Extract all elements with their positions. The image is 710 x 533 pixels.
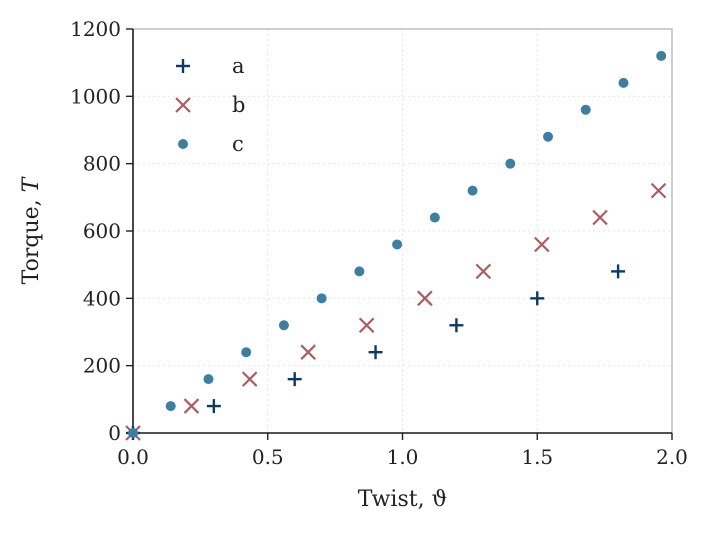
point-series-c xyxy=(241,347,252,358)
x-axis-ticks: 0.0 0.5 1.0 1.5 2.0 xyxy=(117,433,688,469)
legend-marker-a xyxy=(176,59,190,73)
x-tick-label: 1.0 xyxy=(387,445,419,469)
y-axis-label: Torque, T xyxy=(19,175,44,284)
point-series-c xyxy=(316,293,327,304)
point-series-c xyxy=(505,158,516,169)
y-tick-label: 200 xyxy=(83,354,121,378)
point-series-a xyxy=(287,372,302,387)
y-tick-label: 1000 xyxy=(70,84,121,108)
y-tick-label: 800 xyxy=(83,152,121,176)
y-tick-label: 400 xyxy=(83,286,121,310)
legend: abc xyxy=(175,54,245,156)
point-series-a xyxy=(206,399,221,414)
legend-label-c: c xyxy=(232,132,244,156)
point-series-b xyxy=(592,209,608,226)
y-tick-label: 0 xyxy=(108,421,121,445)
point-series-c xyxy=(543,131,554,142)
point-series-b xyxy=(183,398,200,414)
y-axis-label-text: Torque, xyxy=(19,192,44,284)
data-points xyxy=(125,50,667,441)
y-axis-label-symbol: T xyxy=(19,175,44,192)
y-tick-label: 600 xyxy=(83,219,121,243)
point-series-c xyxy=(278,320,289,331)
point-series-c xyxy=(429,212,440,223)
point-series-b xyxy=(417,290,433,307)
x-tick-label: 0.0 xyxy=(117,445,149,469)
point-series-b xyxy=(475,263,492,280)
point-series-c xyxy=(165,401,176,412)
y-tick-label: 1200 xyxy=(70,17,121,41)
legend-label-b: b xyxy=(232,93,245,117)
point-series-a xyxy=(449,318,464,333)
x-tick-label: 2.0 xyxy=(656,445,688,469)
grid-lines xyxy=(132,28,673,434)
point-series-b xyxy=(650,182,667,199)
point-series-a xyxy=(530,291,545,306)
legend-marker-c xyxy=(178,139,188,149)
legend-marker-b xyxy=(175,97,191,113)
point-series-b xyxy=(241,371,258,387)
point-series-c xyxy=(467,185,478,196)
point-series-c xyxy=(580,104,591,115)
y-axis-ticks: 0 200 400 600 800 1000 1200 xyxy=(70,17,133,445)
point-series-b xyxy=(534,236,550,253)
x-axis-label: Twist, ϑ xyxy=(358,487,448,512)
x-tick-label: 1.5 xyxy=(521,445,553,469)
point-series-c xyxy=(203,374,214,385)
point-series-b xyxy=(358,317,375,334)
legend-label-a: a xyxy=(232,54,245,78)
point-series-c xyxy=(392,239,403,250)
x-tick-label: 0.5 xyxy=(252,445,284,469)
point-series-c xyxy=(128,428,138,438)
point-series-c xyxy=(618,77,629,88)
point-series-c xyxy=(656,50,667,61)
point-series-c xyxy=(354,266,365,277)
point-series-a xyxy=(368,345,383,360)
point-series-a xyxy=(611,264,626,279)
point-series-b xyxy=(300,344,316,360)
